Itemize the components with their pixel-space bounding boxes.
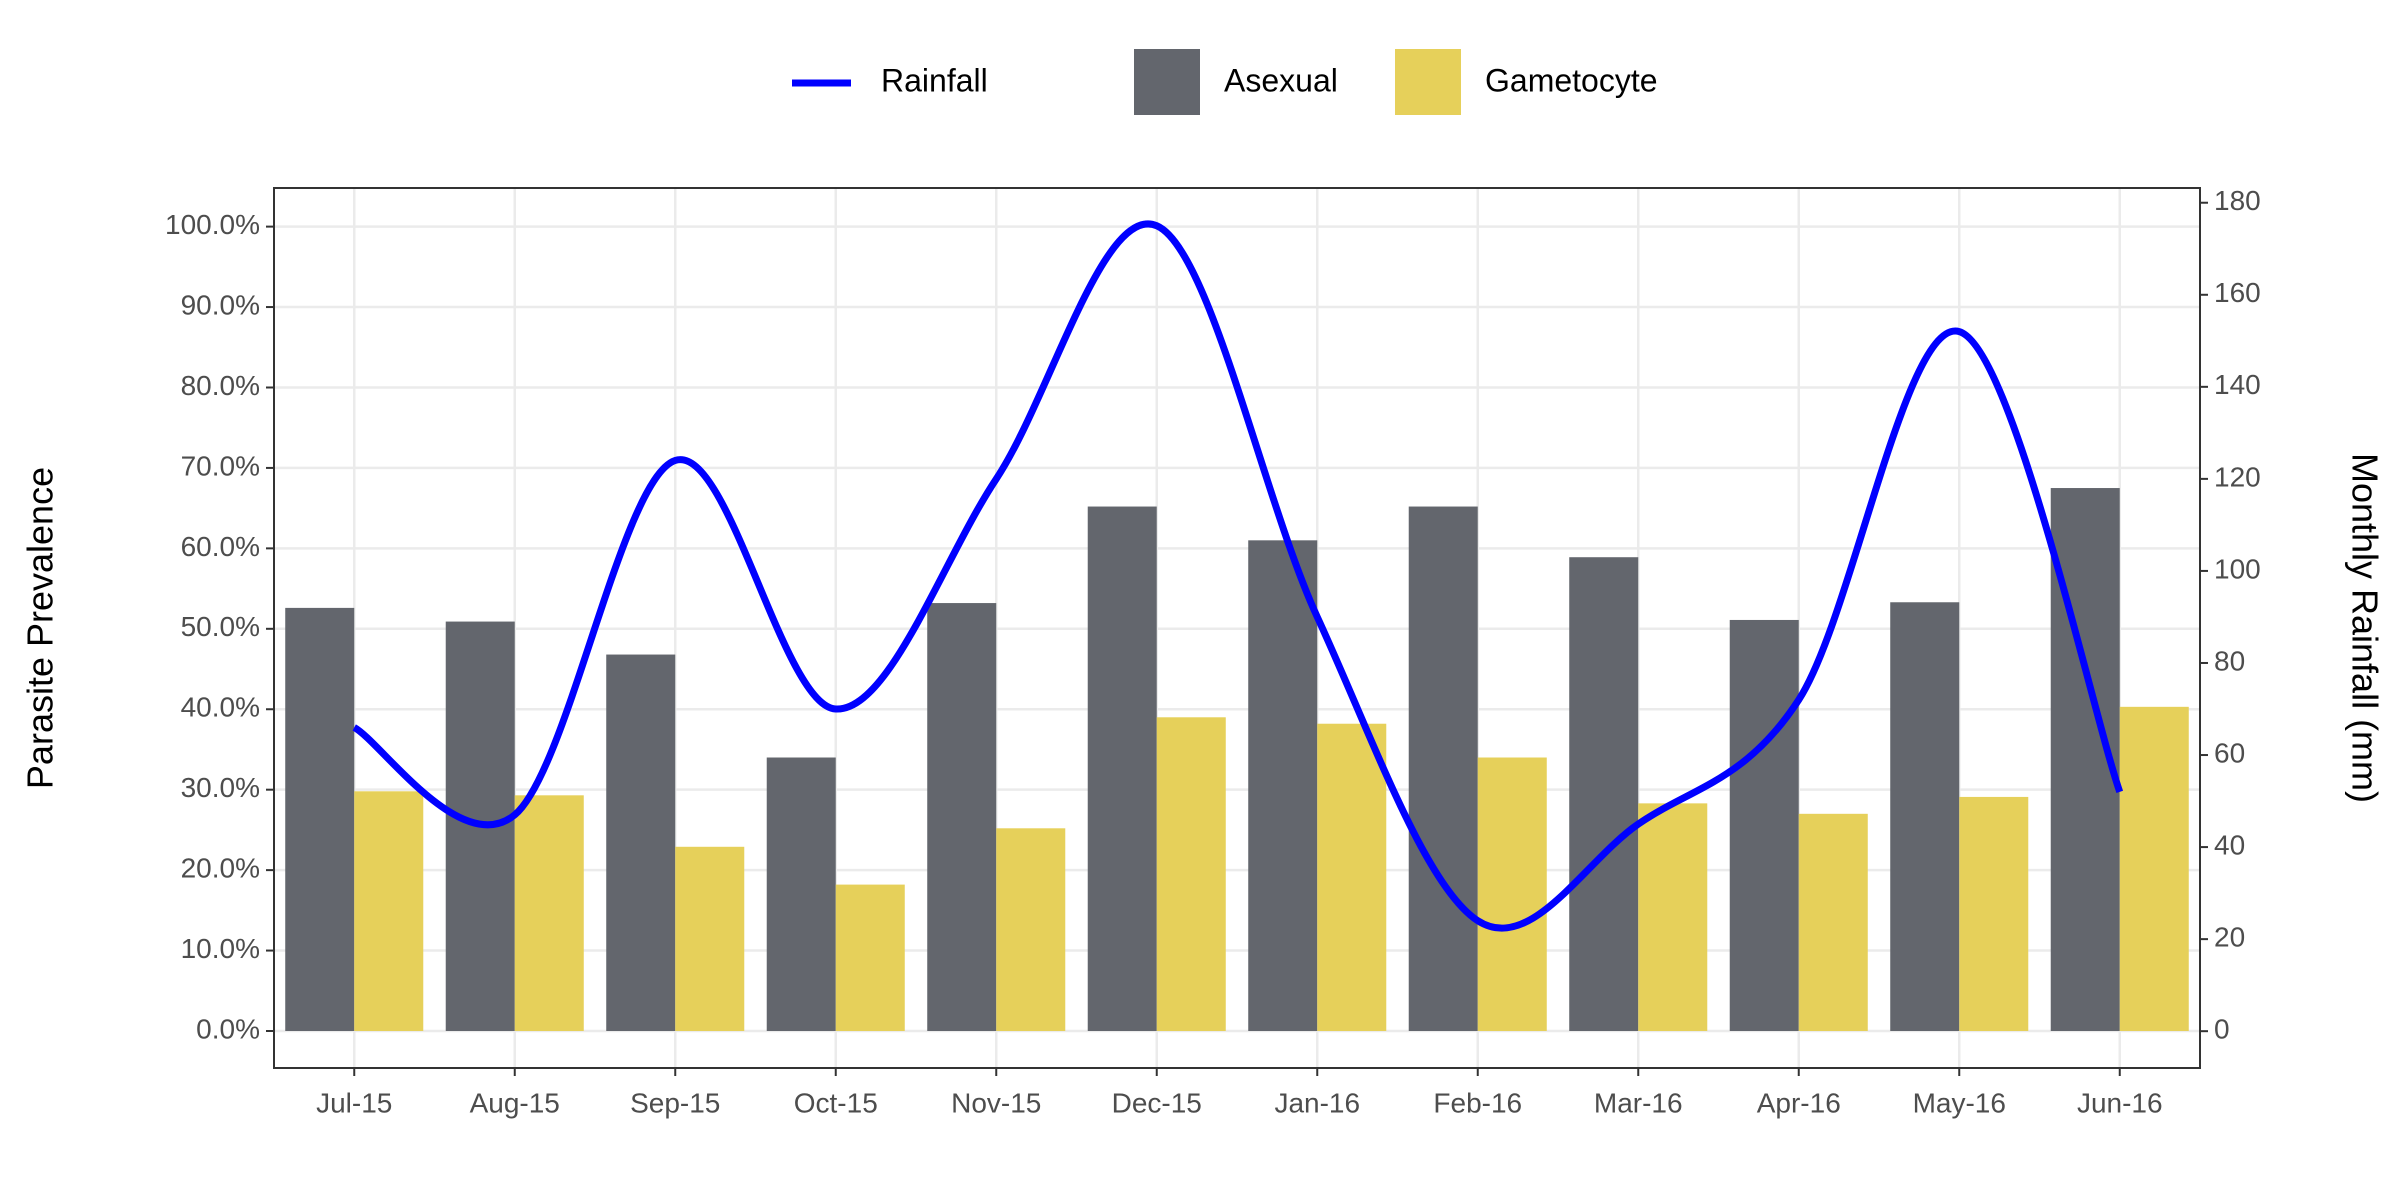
bar: [285, 607, 355, 1031]
y-axis-title: Parasite Prevalence: [20, 467, 61, 789]
bar: [1156, 717, 1226, 1031]
bar: [1248, 540, 1318, 1031]
bar: [835, 884, 905, 1031]
y2-tick-label: 120: [2214, 461, 2261, 492]
y2-tick-label: 0: [2214, 1014, 2230, 1045]
y-tick-label: 100.0%: [165, 209, 260, 240]
legend-swatch: [1395, 49, 1461, 115]
y-tick-label: 20.0%: [181, 853, 260, 884]
y2-tick-label: 60: [2214, 737, 2245, 768]
legend-swatch: [1134, 49, 1200, 115]
bar: [1798, 813, 1868, 1031]
x-tick-label: Jun-16: [2077, 1087, 2163, 1118]
y2-tick-label: 40: [2214, 829, 2245, 860]
x-tick-label: Sep-15: [630, 1087, 720, 1118]
y-tick-label: 40.0%: [181, 692, 260, 723]
x-tick-label: Jan-16: [1274, 1087, 1360, 1118]
bar: [1959, 796, 2029, 1031]
bar: [1408, 506, 1478, 1031]
y2-tick-label: 80: [2214, 645, 2245, 676]
y2-tick-label: 180: [2214, 185, 2261, 216]
x-tick-label: Nov-15: [951, 1087, 1041, 1118]
bar: [1638, 803, 1708, 1031]
x-tick-label: Jul-15: [316, 1087, 392, 1118]
legend-label: Rainfall: [881, 62, 988, 98]
y2-tick-label: 140: [2214, 369, 2261, 400]
bar: [996, 828, 1066, 1031]
x-tick-label: Aug-15: [470, 1087, 560, 1118]
y-tick-label: 30.0%: [181, 772, 260, 803]
plot-border: [273, 187, 2201, 1069]
x-tick-label: Dec-15: [1112, 1087, 1202, 1118]
x-tick-label: Apr-16: [1757, 1087, 1841, 1118]
bar: [766, 757, 836, 1031]
bar: [1729, 619, 1799, 1031]
x-tick-label: Oct-15: [794, 1087, 878, 1118]
y-tick-label: 0.0%: [196, 1013, 260, 1044]
y-tick-label: 10.0%: [181, 933, 260, 964]
y-tick-label: 80.0%: [181, 370, 260, 401]
x-tick-label: Mar-16: [1594, 1087, 1683, 1118]
bar: [514, 795, 584, 1031]
line: [352, 220, 2124, 932]
bar: [354, 791, 424, 1031]
bar: [606, 654, 676, 1031]
y2-tick-label: 100: [2214, 553, 2261, 584]
x-tick-label: Feb-16: [1433, 1087, 1522, 1118]
y-tick-label: 50.0%: [181, 611, 260, 642]
y-tick-label: 60.0%: [181, 531, 260, 562]
y-tick-label: 90.0%: [181, 289, 260, 320]
y2-tick-label: 20: [2214, 922, 2245, 953]
legend-label: Asexual: [1224, 62, 1338, 98]
bar: [1317, 723, 1387, 1031]
bar: [927, 603, 997, 1031]
y2-tick-label: 160: [2214, 277, 2261, 308]
bar: [675, 846, 745, 1031]
x-tick-label: May-16: [1913, 1087, 2006, 1118]
bar: [1087, 506, 1157, 1031]
legend-label: Gametocyte: [1485, 62, 1658, 98]
y-tick-label: 70.0%: [181, 450, 260, 481]
y2-axis-title: Monthly Rainfall (mm): [2344, 453, 2385, 803]
bar: [1890, 602, 1960, 1031]
bar: [2119, 706, 2189, 1031]
bar: [1569, 557, 1639, 1031]
bar: [1477, 757, 1547, 1031]
